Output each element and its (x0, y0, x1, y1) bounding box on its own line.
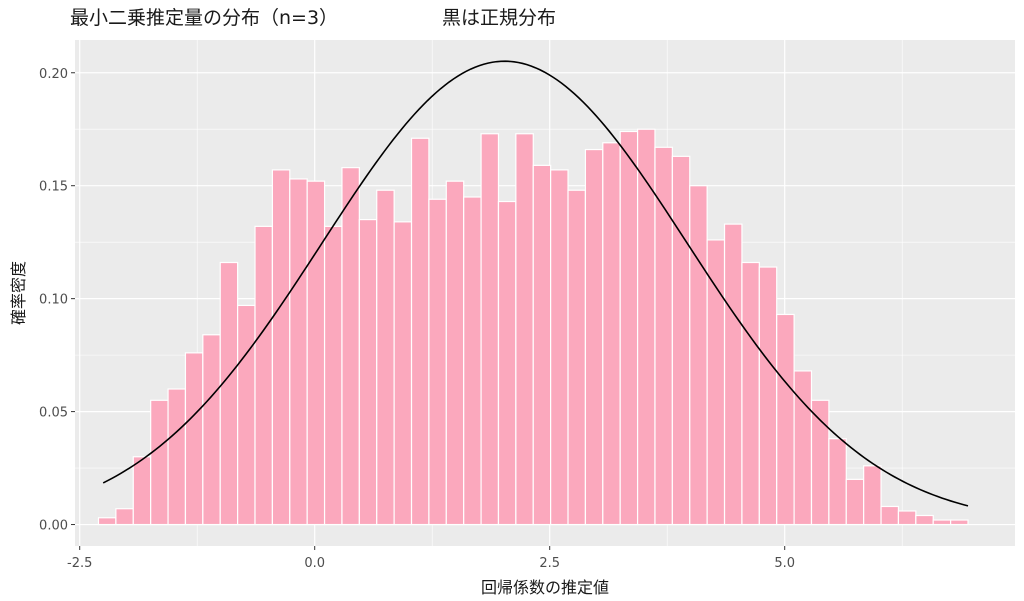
histogram-bar (254, 225, 273, 526)
histogram-bar (358, 218, 378, 526)
chart-title: 最小二乗推定量の分布（n=3） (70, 7, 338, 29)
histogram-bar (393, 221, 413, 526)
histogram-bar (567, 189, 587, 526)
axis-ticks (71, 72, 786, 550)
x-tick-label: 5.0 (774, 556, 795, 571)
histogram-bar (776, 313, 795, 526)
histogram-bar (202, 334, 221, 526)
histogram-bar (950, 519, 969, 526)
histogram-bar (97, 517, 117, 526)
histogram-bar (428, 198, 447, 526)
histogram-bar (828, 438, 847, 526)
x-tick-label: 0.0 (304, 556, 325, 571)
histogram-bar (741, 261, 760, 526)
histogram-bar (619, 130, 639, 526)
histogram-bar (863, 465, 882, 526)
histogram-bar (810, 399, 830, 526)
x-axis-labels: -2.5 0.0 2.5 5.0 (67, 556, 795, 571)
histogram-bar (932, 519, 952, 526)
histogram-bar (602, 142, 621, 526)
histogram-bar (497, 200, 517, 526)
chart-subtitle: 黒は正規分布 (442, 7, 556, 29)
histogram-bar (480, 133, 500, 526)
histogram-bar (845, 478, 865, 526)
histogram-bar (184, 352, 204, 526)
histogram-bar (515, 133, 534, 526)
histogram-bar (723, 223, 743, 526)
histogram-bar (289, 178, 308, 526)
histogram-bar (445, 180, 465, 526)
histogram-bar (915, 514, 934, 526)
histogram-bar (341, 167, 360, 526)
normal-curve (102, 60, 969, 507)
histogram-bar (706, 239, 726, 526)
histogram-bar (219, 261, 239, 526)
y-tick-label: 0.20 (39, 67, 68, 82)
y-axis-title: 確率密度 (9, 261, 28, 325)
histogram-bar (150, 399, 169, 526)
x-axis-title: 回帰係数の推定値 (481, 578, 609, 597)
histogram-bar (410, 137, 430, 526)
x-tick-label: -2.5 (67, 556, 92, 571)
histogram-bar (167, 388, 187, 526)
histogram-bar (306, 180, 326, 526)
histogram-bar (758, 266, 778, 526)
histogram-bar (880, 505, 900, 526)
histogram-bar (654, 146, 673, 526)
y-tick-label: 0.10 (39, 293, 68, 308)
histogram-bar (584, 148, 604, 526)
histogram-bar (115, 508, 134, 526)
histogram-bar (897, 510, 917, 526)
histogram-bar (671, 155, 691, 526)
y-tick-label: 0.15 (39, 180, 68, 195)
histogram-bar (463, 196, 482, 526)
histogram-bar (550, 169, 569, 526)
histogram-bar (271, 169, 291, 526)
histogram-bar (323, 225, 343, 526)
histogram-bar (237, 304, 256, 526)
y-tick-label: 0.05 (39, 406, 68, 421)
histogram-bar (689, 185, 708, 526)
histogram-bars (97, 128, 969, 526)
x-tick-label: 2.5 (539, 556, 560, 571)
histogram-bar (793, 370, 813, 526)
histogram-bar (376, 189, 395, 526)
y-axis-labels: 0.00 0.05 0.10 0.15 0.20 (39, 67, 68, 534)
histogram-bar (132, 456, 152, 526)
y-tick-label: 0.00 (39, 519, 68, 534)
histogram-bar (636, 128, 656, 526)
histogram-bar (532, 164, 552, 526)
